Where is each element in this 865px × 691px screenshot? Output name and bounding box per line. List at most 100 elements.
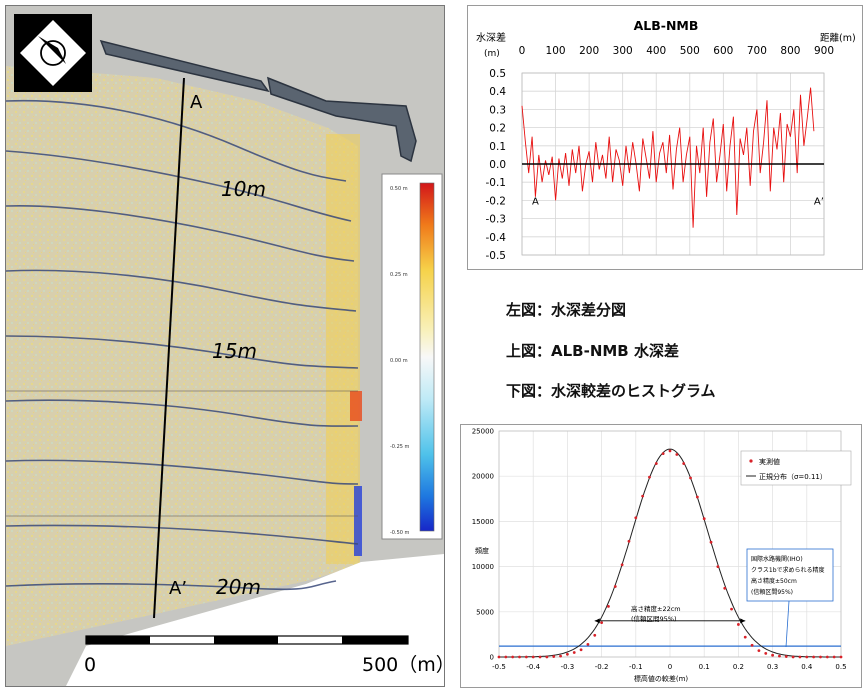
colorbar-tick-label: 0.00 m bbox=[390, 358, 408, 364]
profile-series-line bbox=[521, 87, 815, 228]
survey-tint bbox=[6, 66, 358, 646]
measured-point bbox=[750, 643, 754, 647]
scale-bar-seg-5 bbox=[342, 636, 408, 644]
histogram-x-tick-label: -0.3 bbox=[561, 663, 575, 671]
breakwater-upper bbox=[99, 39, 270, 93]
histogram-legend bbox=[740, 450, 852, 486]
measured-point bbox=[819, 655, 822, 659]
iho-annotation-line-3: 高さ精度±50cm bbox=[751, 577, 797, 585]
measured-point bbox=[839, 655, 843, 659]
measured-point bbox=[531, 655, 535, 659]
measured-point bbox=[661, 452, 665, 455]
measured-point bbox=[825, 655, 829, 659]
measured-point bbox=[613, 585, 617, 588]
measured-point bbox=[723, 586, 727, 590]
profile-xlabel: 距離(m) bbox=[820, 32, 856, 44]
profile-y-tick-label: 0.4 bbox=[489, 86, 506, 98]
measured-point bbox=[695, 495, 699, 499]
measured-point bbox=[771, 653, 774, 657]
histogram-y-tick-label: 25000 bbox=[472, 428, 494, 436]
profile-x-tick-label: 0 bbox=[519, 45, 526, 57]
profile-x-tick-label: 800 bbox=[780, 45, 800, 57]
measured-point bbox=[600, 621, 603, 625]
scale-start-label: 0 bbox=[84, 654, 96, 676]
histogram-x-tick-label: 0.5 bbox=[835, 663, 846, 671]
histogram-x-tick-label: -0.1 bbox=[629, 663, 643, 671]
contour-label-10: 10m bbox=[221, 177, 266, 201]
profile-line bbox=[153, 77, 185, 619]
measured-point bbox=[566, 652, 569, 656]
histogram-x-tick-label: -0.4 bbox=[526, 663, 540, 671]
histogram-y-ticks: 25000 20000 15000 10000 5000 0 bbox=[472, 428, 494, 662]
blue-spot bbox=[354, 486, 362, 556]
iho-annotation-box bbox=[746, 548, 834, 602]
contour-label-20: 20m bbox=[216, 575, 261, 599]
histogram-x-tick-label: 0.1 bbox=[699, 663, 710, 671]
measured-point bbox=[784, 655, 788, 658]
label-a: A bbox=[190, 92, 203, 113]
iho-annotation-line-2: クラス1bで求められる精度 bbox=[751, 566, 825, 574]
contour-label-15: 15m bbox=[212, 339, 257, 363]
profile-x-tick-label: 300 bbox=[613, 45, 633, 57]
measured-point bbox=[654, 462, 658, 465]
measured-point bbox=[538, 655, 542, 659]
profile-y-tick-label: -0.3 bbox=[486, 214, 507, 226]
profile-y-tick-label: 0.0 bbox=[489, 159, 506, 171]
bathymetry-difference-map: 0.50 m 0.25 m 0.00 m -0.25 m -0.50 m A A’ 10… bbox=[5, 5, 445, 687]
profile-y-ticks: 0.5 0.4 0.3 0.2 0.1 0.0 -0.1 -0.2 -0.3 -0.4 -0.5 bbox=[486, 68, 507, 262]
legend-measured: 実測値 bbox=[759, 457, 780, 466]
caption-top: 上図：ALB-NMB 水深差 bbox=[506, 342, 679, 360]
measured-annotation-line-1: 高さ精度±22cm bbox=[631, 604, 681, 613]
histogram-x-tick-label: 0.2 bbox=[733, 663, 744, 671]
contour-lines bbox=[6, 99, 359, 591]
profile-y-tick-label: -0.1 bbox=[486, 177, 507, 189]
measured-point bbox=[559, 654, 562, 658]
measured-point bbox=[620, 563, 624, 567]
measured-point bbox=[709, 540, 713, 544]
accuracy-arrow-head-right bbox=[740, 618, 746, 624]
profile-x-tick-label: 100 bbox=[546, 45, 566, 57]
profile-x-ticks: 0 100 200 300 400 500 600 700 800 900 bbox=[519, 45, 834, 57]
colorbar bbox=[419, 182, 435, 532]
profile-y-tick-label: -0.2 bbox=[486, 195, 507, 207]
histogram-y-tick-label: 5000 bbox=[476, 608, 494, 616]
measured-point bbox=[627, 539, 631, 543]
white-area bbox=[66, 554, 444, 686]
measured-point bbox=[812, 655, 816, 659]
histogram-y-tick-label: 10000 bbox=[472, 563, 494, 571]
measured-point bbox=[518, 655, 521, 659]
measured-point bbox=[572, 651, 576, 654]
histogram-y-tick-label: 15000 bbox=[472, 518, 494, 526]
profile-y-tick-label: 0.3 bbox=[489, 104, 506, 116]
profile-y-tick-label: 0.5 bbox=[489, 68, 506, 80]
measured-point bbox=[545, 655, 549, 659]
histogram-x-tick-label: 0.4 bbox=[801, 663, 813, 671]
measured-point bbox=[689, 476, 692, 480]
measured-point bbox=[743, 635, 747, 639]
histogram-y-tick-label: 20000 bbox=[472, 473, 494, 481]
red-spot bbox=[350, 391, 362, 421]
north-arrow-icon bbox=[20, 20, 86, 86]
colorbar-tick-label: 0.50 m bbox=[390, 186, 408, 192]
measured-point bbox=[641, 494, 645, 498]
profile-end-label: A’ bbox=[814, 196, 824, 207]
measured-point bbox=[682, 462, 686, 465]
measured-point bbox=[798, 655, 802, 659]
measured-point bbox=[764, 651, 768, 655]
measured-point bbox=[634, 516, 638, 520]
accuracy-arrow-head-left bbox=[594, 618, 600, 624]
measured-point bbox=[668, 449, 672, 453]
measured-point bbox=[675, 453, 679, 456]
measured-point bbox=[737, 623, 740, 626]
measured-point bbox=[607, 604, 610, 608]
measured-point bbox=[791, 655, 795, 659]
histogram-x-ticks: -0.5 -0.4 -0.3 -0.2 -0.1 0 0.1 0.2 0.3 0.4 0.5 bbox=[492, 663, 846, 671]
measured-point bbox=[579, 648, 583, 652]
histogram-xlabel: 標高値の較差(m) bbox=[634, 674, 689, 683]
measured-point bbox=[730, 607, 733, 611]
measured-point bbox=[586, 642, 590, 646]
profile-x-tick-label: 900 bbox=[814, 45, 834, 57]
label-a-prime: A’ bbox=[169, 578, 187, 599]
caption-bottom: 下図：水深較差のヒストグラム bbox=[506, 382, 716, 400]
north-arrow-ring bbox=[40, 40, 66, 66]
